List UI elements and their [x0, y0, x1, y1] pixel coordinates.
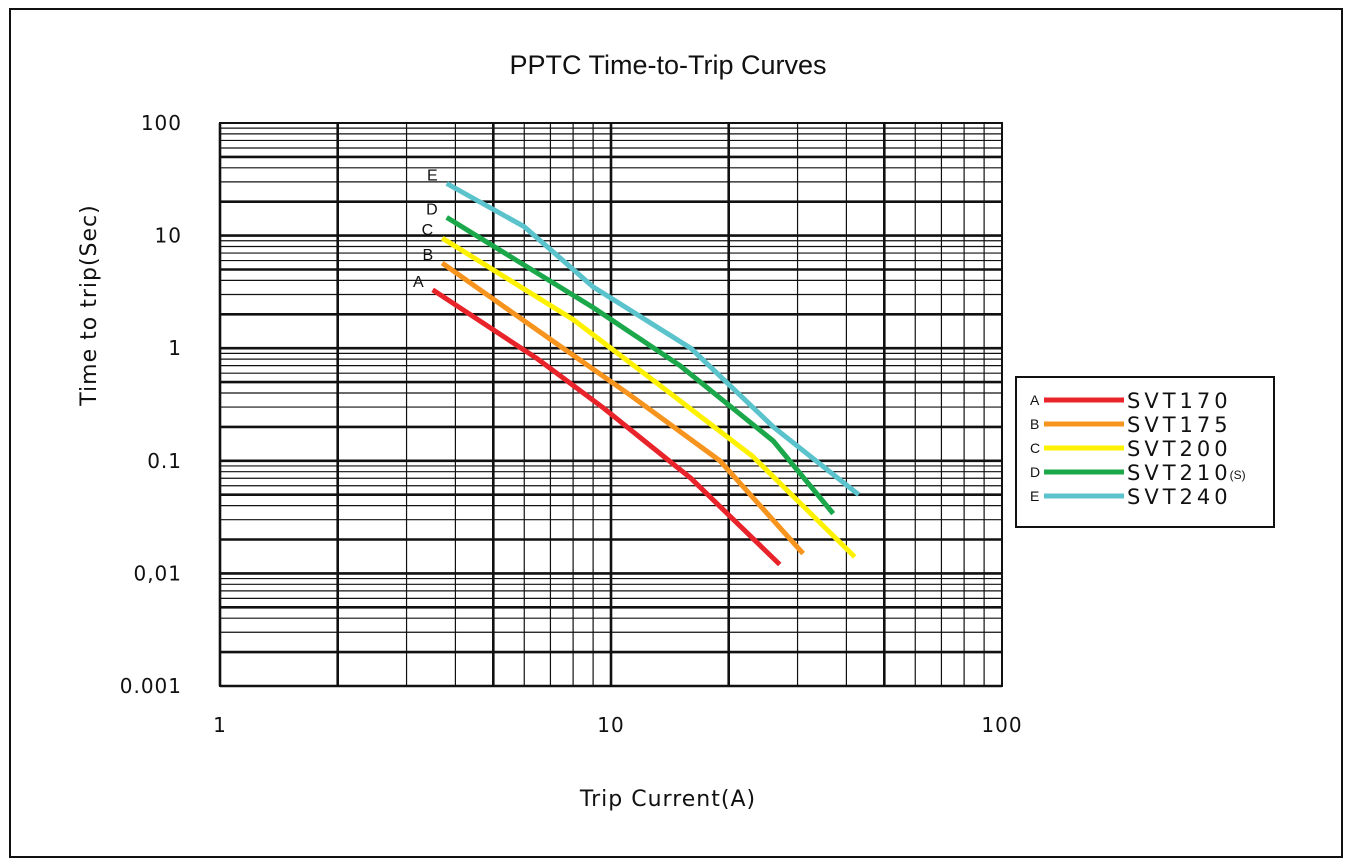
y-tick-label: 1	[168, 336, 182, 360]
legend-id-C: C	[1030, 440, 1040, 456]
curve-SVT170	[431, 287, 782, 567]
legend-id-D: D	[1030, 464, 1040, 480]
curve-label-B: B	[422, 247, 433, 264]
x-tick-label: 1	[213, 713, 227, 737]
y-tick-label: 0.001	[120, 674, 182, 698]
legend-id-E: E	[1030, 488, 1039, 504]
legend-entry-E: SVT240	[1127, 485, 1232, 509]
legend-entry-B: SVT175	[1127, 413, 1232, 437]
curve-label-E: E	[427, 168, 438, 185]
x-tick-labels: 1 10 100	[213, 713, 1022, 737]
y-tick-label: 0.1	[147, 449, 182, 473]
plot-area-border	[219, 122, 1003, 687]
legend-entry-C: SVT200	[1127, 437, 1232, 461]
legend-entry-A: SVT170	[1127, 389, 1232, 413]
grid-major	[218, 123, 1002, 688]
curve-SVT210	[445, 215, 836, 516]
curve-label-C: C	[422, 222, 434, 239]
legend: A SVT170 B SVT175 C SVT200 D SVT210(S) E SVT240	[1015, 376, 1275, 528]
curve-SVT240	[445, 181, 861, 497]
y-tick-labels: 0.001 0,01 0.1 1 10 100	[120, 111, 182, 698]
y-tick-label: 10	[155, 224, 182, 248]
curves	[431, 181, 861, 567]
legend-id-B: B	[1030, 416, 1039, 432]
curve-SVT200	[440, 235, 857, 559]
x-tick-label: 100	[981, 713, 1022, 737]
y-tick-label: 100	[141, 111, 182, 135]
legend-id-A: A	[1030, 392, 1040, 408]
y-tick-label: 0,01	[133, 561, 182, 585]
curve-SVT175	[440, 261, 805, 556]
y-axis-label: Time to trip(Sec)	[77, 204, 102, 406]
chart-title: PPTC Time-to-Trip Curves	[509, 50, 826, 80]
legend-suffix-D: (S)	[1230, 468, 1246, 482]
curve-label-D: D	[426, 201, 438, 218]
x-tick-label: 10	[597, 713, 624, 737]
x-axis-label: Trip Current(A)	[579, 787, 756, 812]
curve-label-A: A	[413, 274, 424, 291]
legend-entry-D: SVT210	[1127, 461, 1232, 485]
